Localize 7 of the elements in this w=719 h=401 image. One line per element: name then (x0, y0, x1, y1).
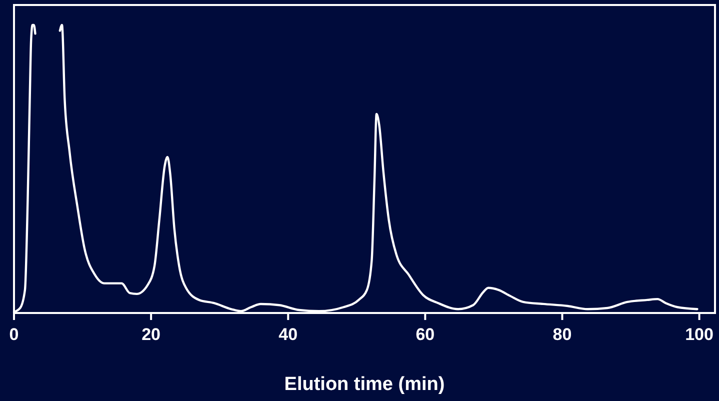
x-tick-label: 60 (416, 325, 435, 344)
x-tick-label: 0 (9, 325, 19, 344)
x-tick-label: 100 (685, 325, 714, 344)
x-axis-title: Elution time (min) (284, 374, 445, 395)
x-tick-label: 40 (278, 325, 298, 344)
x-tick-label: 80 (552, 325, 572, 344)
x-tick-label: 20 (142, 325, 161, 344)
